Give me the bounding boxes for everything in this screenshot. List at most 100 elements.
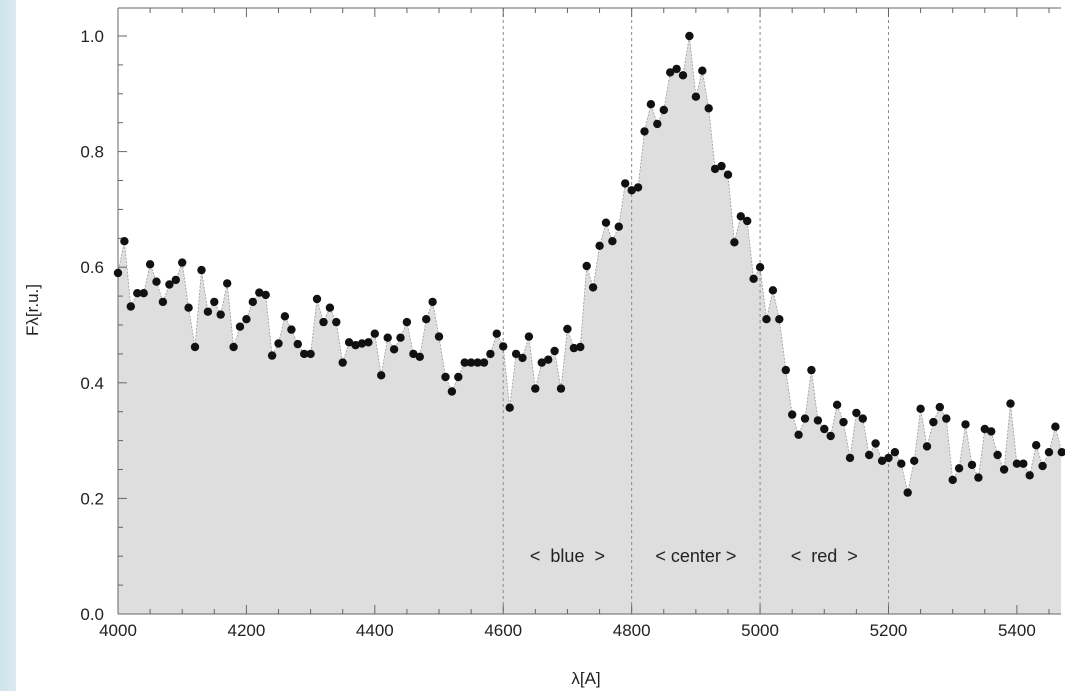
data-point bbox=[627, 186, 636, 195]
data-point bbox=[576, 342, 585, 352]
data-point bbox=[967, 460, 977, 470]
data-point bbox=[152, 277, 161, 286]
data-point bbox=[723, 170, 733, 179]
data-point bbox=[768, 286, 778, 295]
data-point bbox=[338, 358, 347, 367]
data-point bbox=[717, 161, 726, 171]
data-point bbox=[274, 339, 283, 348]
data-point bbox=[165, 280, 174, 289]
data-point bbox=[954, 464, 964, 473]
data-point bbox=[518, 353, 527, 363]
data-point bbox=[897, 459, 906, 468]
data-point bbox=[351, 341, 360, 350]
x-axis-title: λ[A] bbox=[571, 669, 600, 688]
data-point bbox=[691, 92, 701, 101]
data-point bbox=[197, 265, 206, 275]
data-point bbox=[389, 345, 399, 354]
data-point bbox=[595, 241, 604, 250]
data-point bbox=[293, 339, 302, 349]
data-point bbox=[499, 342, 508, 351]
data-point bbox=[659, 105, 668, 115]
data-point bbox=[948, 475, 957, 485]
data-point bbox=[364, 338, 373, 347]
data-point bbox=[255, 288, 264, 297]
data-point bbox=[871, 439, 880, 448]
data-point bbox=[762, 315, 771, 324]
data-point bbox=[312, 294, 322, 304]
x-tick-label: 5000 bbox=[741, 621, 779, 640]
data-point bbox=[653, 119, 662, 129]
data-point bbox=[428, 297, 437, 307]
data-point bbox=[826, 431, 835, 441]
data-point bbox=[730, 238, 739, 247]
y-tick-label: 0.6 bbox=[80, 258, 104, 277]
data-point bbox=[569, 343, 579, 353]
data-point bbox=[974, 473, 983, 482]
chart-panel: 4000 4200 4400 4600 4800 5000 5200 5400 0.0 0.2 0.… bbox=[16, 0, 1065, 691]
data-point bbox=[248, 297, 257, 307]
data-point bbox=[332, 317, 341, 327]
data-point bbox=[434, 332, 444, 341]
data-point bbox=[422, 315, 431, 324]
data-point bbox=[524, 332, 534, 341]
data-point bbox=[287, 325, 296, 334]
data-point bbox=[813, 416, 823, 425]
data-point bbox=[1012, 459, 1022, 468]
data-point bbox=[184, 303, 193, 312]
data-point bbox=[460, 358, 469, 367]
region-label: < red > bbox=[791, 546, 858, 566]
data-point bbox=[1019, 459, 1028, 468]
data-point bbox=[877, 456, 887, 465]
data-point bbox=[531, 384, 540, 393]
data-point bbox=[261, 290, 270, 300]
data-point bbox=[203, 307, 213, 316]
data-point bbox=[396, 333, 405, 342]
data-point bbox=[479, 358, 489, 367]
spectrum-chart: 4000 4200 4400 4600 4800 5000 5200 5400 0.0 0.2 0.… bbox=[23, 7, 1065, 688]
data-point bbox=[788, 410, 797, 419]
x-tick-label: 4000 bbox=[99, 621, 137, 640]
data-point bbox=[672, 64, 681, 74]
x-tick-label: 4600 bbox=[484, 621, 522, 640]
data-point bbox=[126, 302, 135, 311]
data-point bbox=[1044, 448, 1054, 457]
data-point bbox=[377, 371, 386, 380]
data-point bbox=[807, 365, 816, 375]
x-tick-label: 4200 bbox=[227, 621, 265, 640]
data-point bbox=[890, 448, 900, 457]
data-point bbox=[473, 358, 482, 367]
data-point bbox=[120, 237, 129, 246]
data-point bbox=[133, 289, 142, 298]
y-tick-label: 0.4 bbox=[80, 374, 104, 393]
data-point bbox=[1025, 471, 1034, 480]
data-point bbox=[1032, 441, 1041, 450]
spectrum-area bbox=[118, 36, 1061, 614]
data-point bbox=[210, 297, 219, 307]
data-point bbox=[839, 417, 848, 427]
data-point bbox=[235, 322, 245, 331]
data-point bbox=[267, 351, 277, 360]
data-point bbox=[993, 450, 1002, 460]
data-point bbox=[935, 402, 944, 412]
data-point bbox=[640, 127, 649, 136]
data-point bbox=[402, 317, 412, 327]
data-point bbox=[820, 424, 829, 434]
data-point bbox=[929, 417, 938, 427]
data-point bbox=[1038, 461, 1047, 471]
data-point bbox=[685, 31, 694, 41]
y-tick-label: 1.0 bbox=[80, 27, 104, 46]
labels: 4000 4200 4400 4600 4800 5000 5200 5400 0.0 0.2 0.… bbox=[23, 27, 1036, 688]
data-point bbox=[550, 346, 559, 356]
data-point bbox=[884, 453, 893, 463]
data-point bbox=[447, 387, 457, 396]
data-point bbox=[832, 400, 842, 409]
data-point bbox=[511, 349, 521, 359]
data-point bbox=[454, 372, 463, 382]
data-point bbox=[987, 427, 996, 436]
data-point bbox=[601, 218, 611, 227]
data-point bbox=[942, 414, 951, 423]
x-tick-label: 4400 bbox=[356, 621, 394, 640]
data-point bbox=[357, 339, 367, 348]
axes bbox=[117, 7, 1061, 615]
data-point bbox=[922, 442, 932, 451]
